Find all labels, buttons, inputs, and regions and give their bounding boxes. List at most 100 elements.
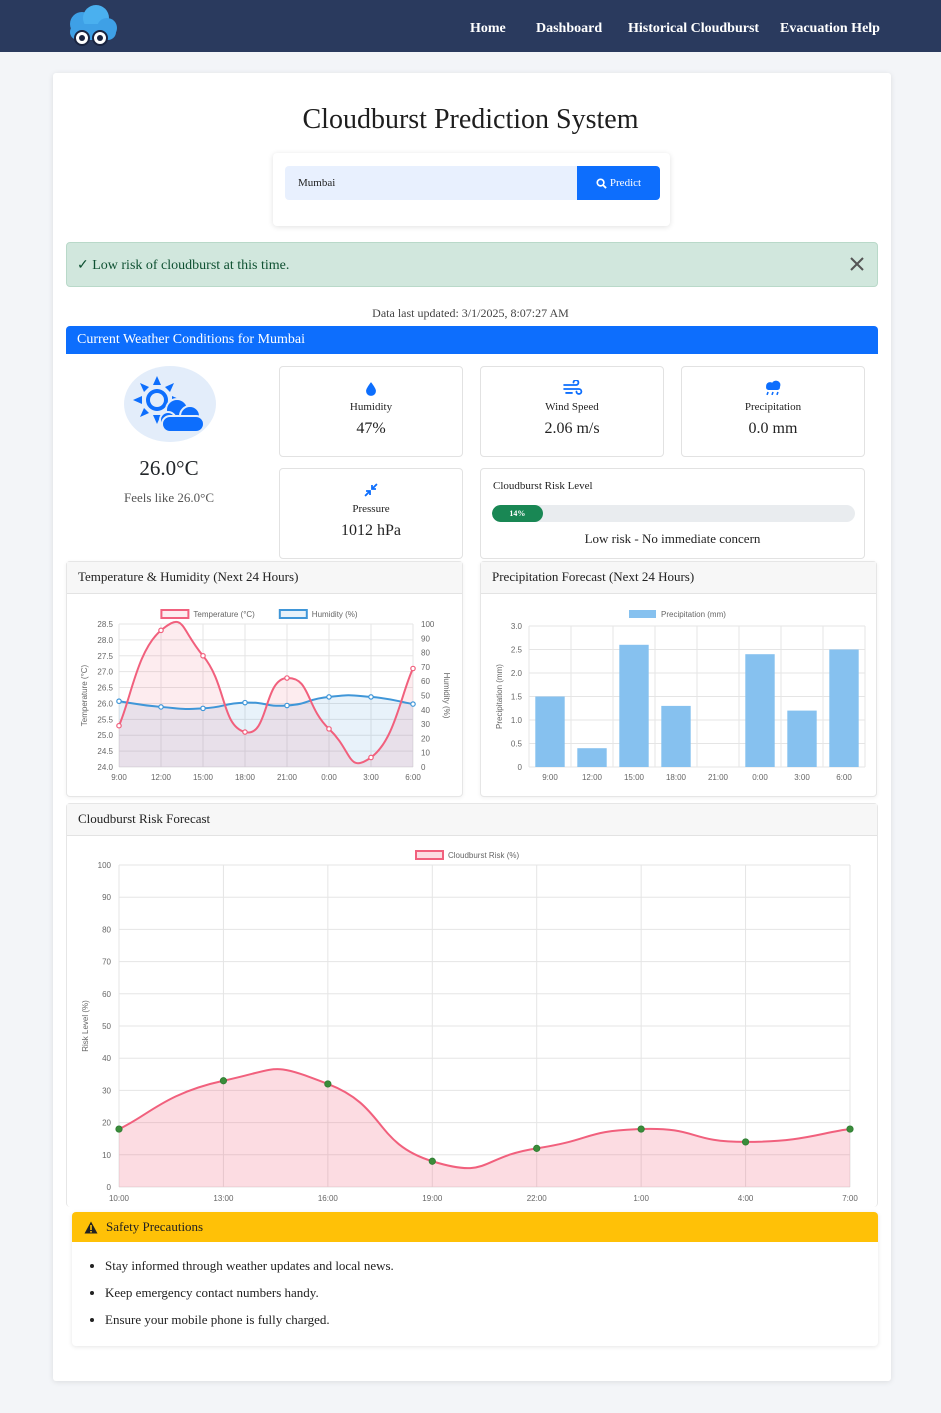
risk-point (324, 1080, 332, 1088)
x-tick-label: 1:00 (633, 1194, 649, 1203)
pressure-label: Pressure (352, 503, 390, 515)
y-tick-label: 0.5 (511, 740, 523, 749)
nav-home[interactable]: Home (470, 21, 506, 36)
humidity-point (410, 701, 416, 707)
nav-historical-cloudburst[interactable]: Historical Cloudburst (628, 21, 760, 36)
y-tick-label: 24.5 (97, 747, 113, 756)
risk-alert: ✓ Low risk of cloudburst at this time. (66, 242, 878, 287)
temperature-point (242, 729, 248, 735)
x-tick-label: 6:00 (836, 773, 852, 782)
temperature-line (118, 620, 414, 765)
humidity-point (242, 699, 248, 706)
precipitation-bar (787, 710, 817, 767)
y-tick-label: 0 (518, 763, 523, 772)
precipitation-chart-card: Precipitation Forecast (Next 24 Hours) 3… (480, 561, 877, 797)
y-tick-label: 3.0 (511, 622, 523, 631)
y-tick-label: 25.5 (97, 715, 113, 724)
legend-label: Cloudburst Risk (%) (448, 851, 519, 860)
temperature-point (368, 754, 374, 761)
droplet-icon (366, 382, 376, 396)
legend-swatch (160, 609, 190, 619)
nav-dashboard[interactable]: Dashboard (536, 21, 603, 36)
y-tick-label: 30 (102, 1086, 111, 1095)
x-tick-label: 21:00 (708, 773, 729, 782)
y-tick-label: 0 (107, 1183, 112, 1192)
humidity-point (116, 698, 122, 705)
risk-area (119, 1069, 850, 1187)
precipitation-bar (535, 696, 565, 767)
humidity-area (119, 695, 413, 767)
y2-tick-label: 80 (421, 649, 430, 658)
y-tick-label: 10 (102, 1151, 111, 1160)
x-tick-label: 19:00 (422, 1194, 443, 1203)
temperature-point (116, 722, 122, 729)
risk-point (637, 1125, 645, 1133)
temperature-point (326, 726, 332, 732)
x-tick-label: 12:00 (582, 773, 603, 782)
risk-point (219, 1077, 228, 1085)
partly-cloudy-icon (133, 376, 205, 433)
y2-tick-label: 100 (421, 620, 435, 629)
list-item: Stay informed through weather updates an… (105, 1257, 394, 1274)
y2-tick-label: 50 (421, 692, 430, 701)
cloud-logo-icon[interactable] (60, 4, 120, 48)
temperature-point (284, 675, 290, 681)
nav-evacuation-help[interactable]: Evacuation Help (780, 21, 880, 36)
y-tick-label: 1.0 (511, 716, 523, 725)
y-tick-label: 2.0 (511, 669, 523, 678)
y-tick-label: 27.0 (97, 668, 113, 677)
x-tick-label: 9:00 (542, 773, 558, 782)
legend-swatch (278, 609, 308, 619)
y-tick-label: 27.5 (97, 652, 113, 661)
y-tick-label: 20 (102, 1119, 111, 1128)
x-tick-label: 10:00 (109, 1194, 130, 1203)
city-search-input[interactable] (285, 166, 578, 200)
list-item: Keep emergency contact numbers handy. (105, 1284, 394, 1301)
legend-label: Humidity (%) (312, 610, 358, 619)
precipitation-bar (577, 748, 607, 767)
humidity-point (200, 705, 206, 712)
x-tick-label: 6:00 (405, 773, 421, 782)
y-tick-label: 70 (102, 958, 111, 967)
temperature-point (200, 652, 206, 659)
humidity-line (118, 694, 414, 710)
temperature-point (158, 627, 164, 634)
x-tick-label: 21:00 (277, 773, 298, 782)
risk-progress-bar: 14% (492, 505, 855, 522)
x-tick-label: 4:00 (738, 1194, 754, 1203)
legend-label: Precipitation (mm) (661, 610, 726, 619)
risk-level-tile: Cloudburst Risk Level 14% Low risk - No … (480, 468, 865, 559)
page-title: Cloudburst Prediction System (302, 104, 639, 135)
risk-description: Low risk - No immediate concern (584, 531, 761, 546)
x-tick-label: 0:00 (752, 773, 768, 782)
y-tick-label: 2.5 (511, 646, 523, 655)
warning-triangle-icon (84, 1221, 98, 1233)
predict-button[interactable]: Predict (577, 166, 660, 200)
x-tick-label: 0:00 (321, 773, 337, 782)
current-temperature: 26.0°C (139, 456, 199, 480)
y-tick-label: 40 (102, 1054, 111, 1063)
y-tick-label: 24.0 (97, 763, 113, 772)
precipitation-chart: 3.0 2.5 2.0 1.5 1.0 0.5 0 9:00 12:00 15:00 18:00 21… (495, 610, 866, 782)
precipitation-bar (745, 654, 775, 767)
x-tick-label: 22:00 (527, 1194, 548, 1203)
x-tick-label: 3:00 (363, 773, 379, 782)
pressure-value: 1012 hPa (341, 522, 401, 539)
risk-level-label: Cloudburst Risk Level (493, 480, 593, 492)
weather-card-header: Current Weather Conditions for Mumbai (66, 326, 878, 354)
safety-precautions-card: Safety Precautions Stay informed through… (72, 1212, 878, 1346)
temp-humidity-chart-title: Temperature & Humidity (Next 24 Hours) (67, 562, 462, 594)
precipitation-chart-title: Precipitation Forecast (Next 24 Hours) (481, 562, 876, 594)
precipitation-bar (661, 705, 691, 767)
wind-speed-value: 2.06 m/s (544, 420, 600, 437)
risk-forecast-chart-title: Cloudburst Risk Forecast (67, 804, 877, 836)
y-tick-label: 90 (102, 893, 111, 902)
legend-label: Temperature (°C) (193, 610, 255, 619)
risk-line (118, 1068, 851, 1170)
close-icon[interactable] (847, 254, 867, 274)
y-tick-label: 26.0 (97, 699, 113, 708)
safety-list: Stay informed through weather updates an… (105, 1257, 394, 1338)
y2-tick-label: 40 (421, 706, 430, 715)
temperature-area (119, 621, 413, 767)
